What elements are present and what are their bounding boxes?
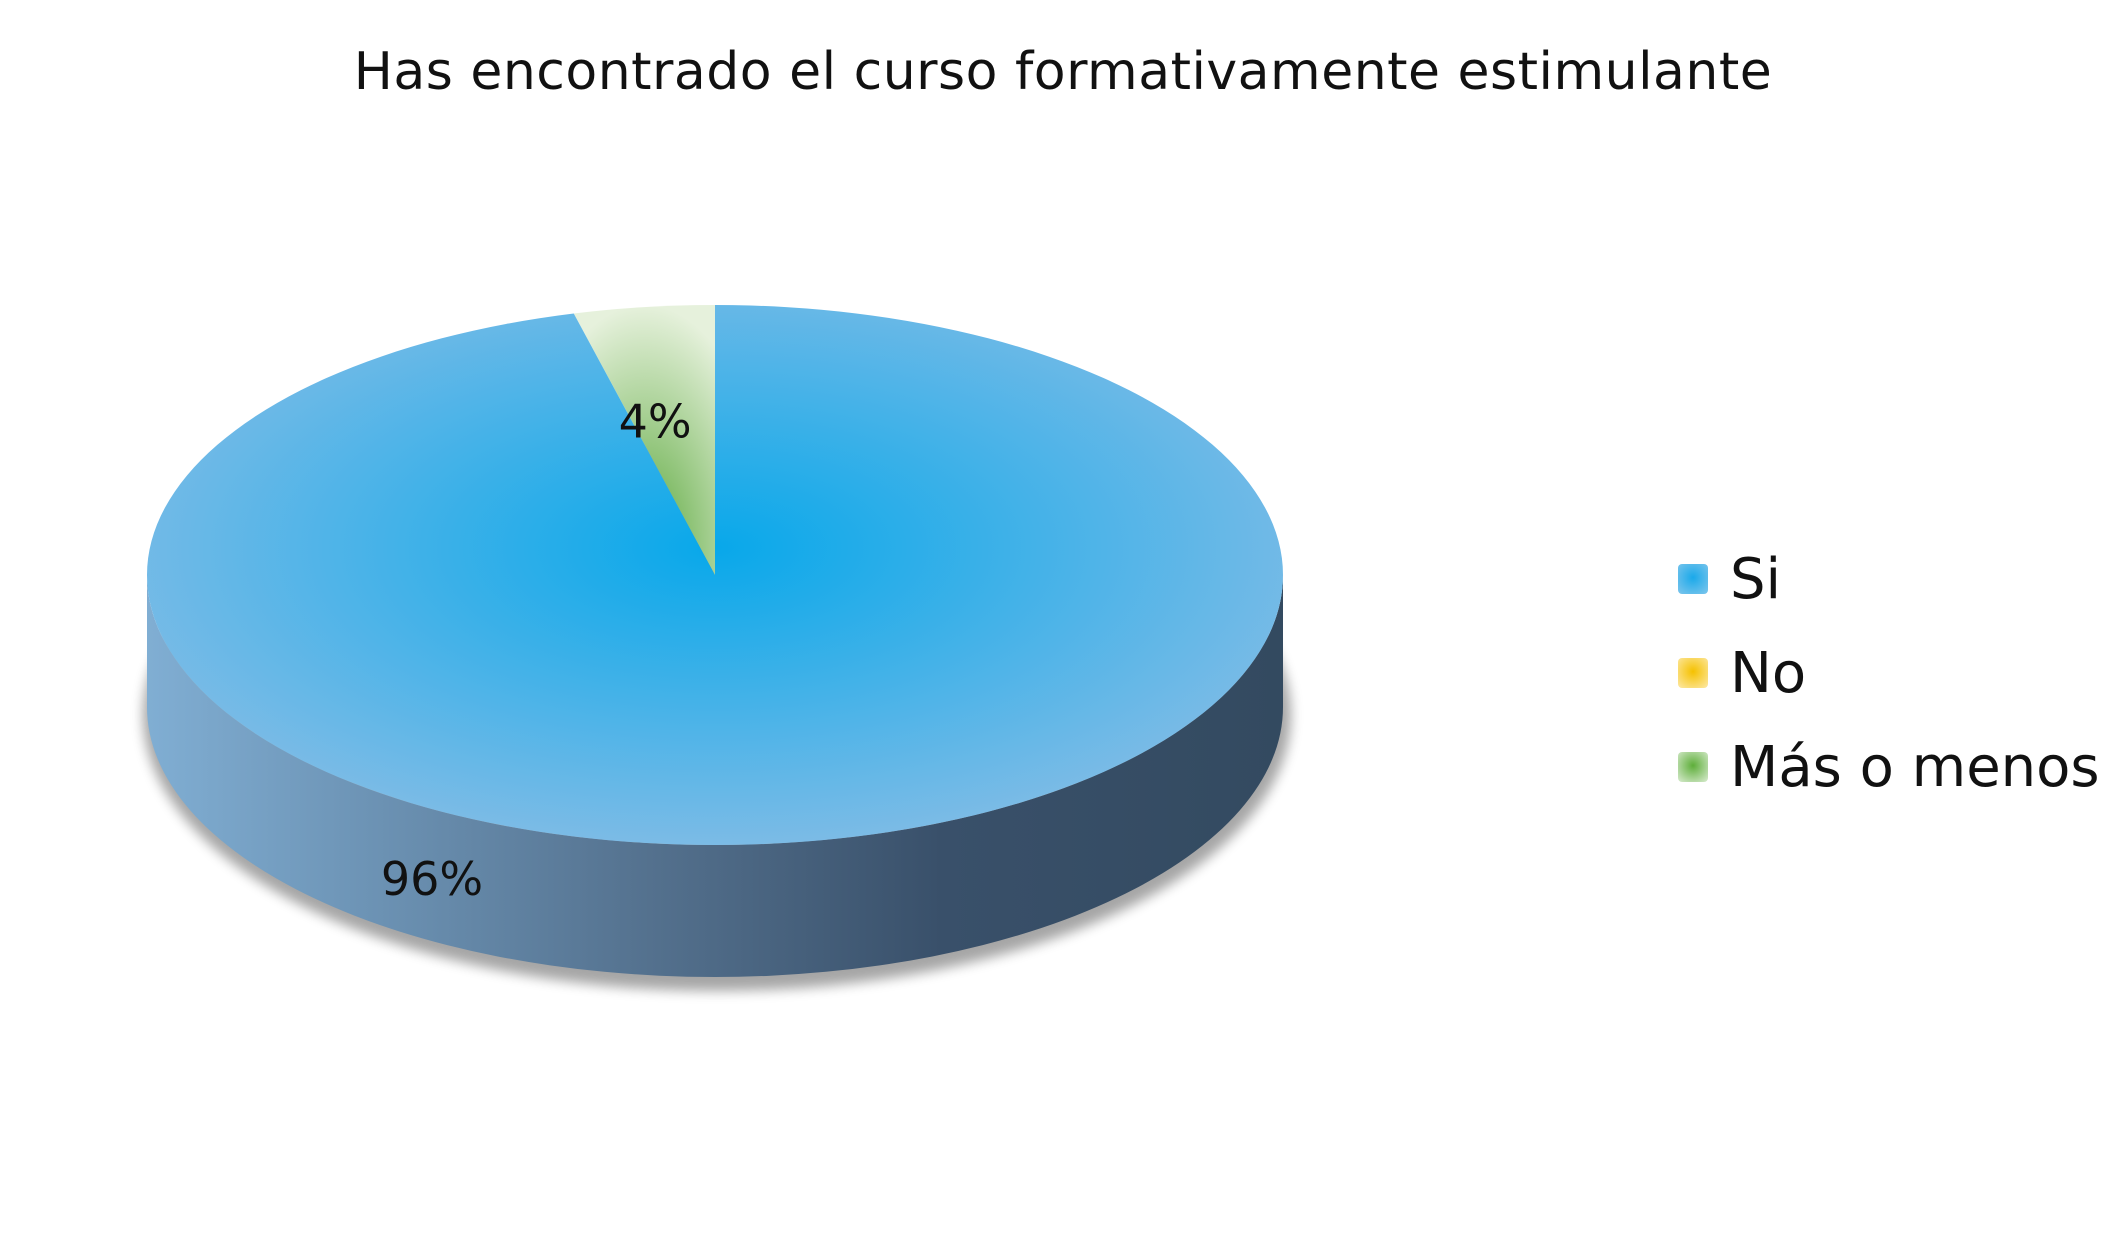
legend-item-mas-o-menos: Más o menos bbox=[1678, 720, 2100, 814]
pie-slice-mas-o-menos bbox=[573, 305, 715, 575]
pie-top bbox=[146, 305, 1284, 846]
pie-slice-si bbox=[146, 305, 1284, 846]
pie-side-si bbox=[147, 575, 1283, 977]
pie-side bbox=[147, 575, 1283, 977]
legend-swatch-si bbox=[1678, 564, 1708, 594]
legend-label-si: Si bbox=[1730, 546, 1782, 612]
chart-title: Has encontrado el curso formativamente e… bbox=[353, 42, 1773, 102]
legend-item-si: Si bbox=[1678, 532, 2100, 626]
legend-swatch-no bbox=[1678, 658, 1708, 688]
data-label-si: 96% bbox=[381, 852, 483, 906]
legend-label-mas-o-menos: Más o menos bbox=[1730, 734, 2100, 800]
legend-item-no: No bbox=[1678, 626, 2100, 720]
legend-swatch-mas-o-menos bbox=[1678, 752, 1708, 782]
chart-legend: Si No Más o menos bbox=[1678, 532, 2100, 814]
pie-data-labels: 4% 96% bbox=[381, 395, 692, 906]
legend-label-no: No bbox=[1730, 640, 1807, 706]
data-label-mas-o-menos: 4% bbox=[619, 395, 692, 449]
